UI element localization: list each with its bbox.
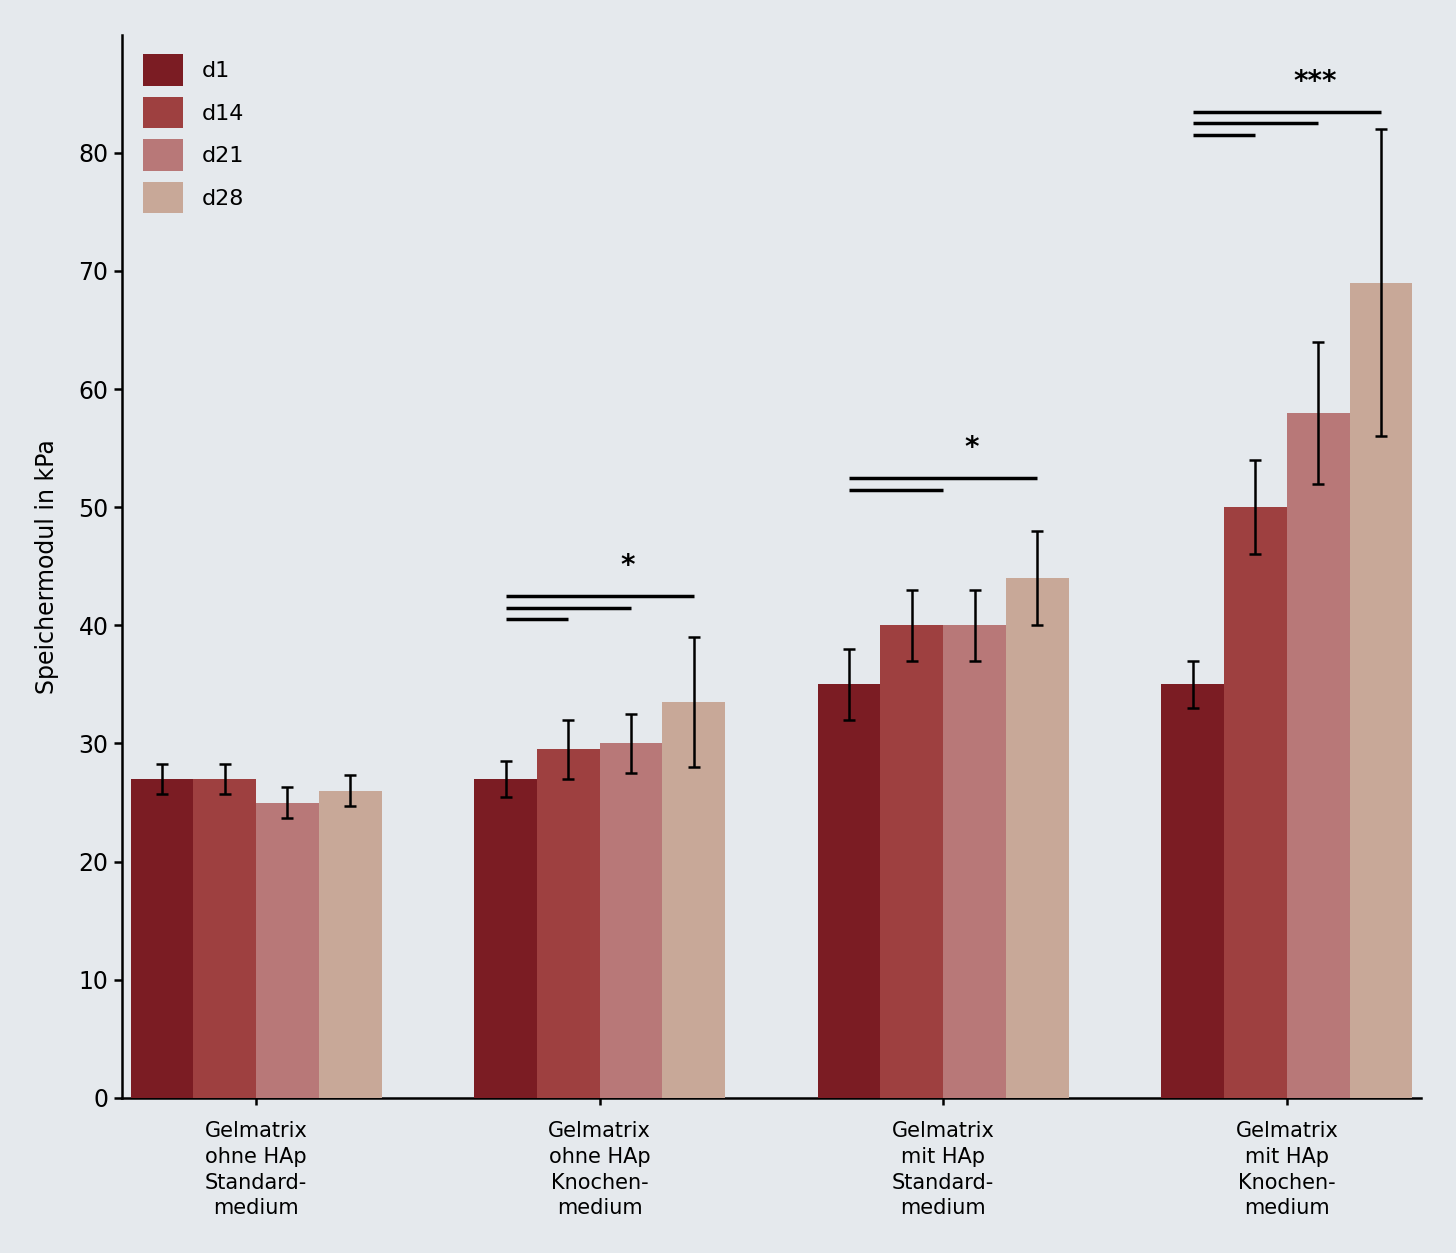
Bar — [256, 803, 319, 1098]
Text: ***: *** — [1293, 68, 1337, 96]
Text: *: * — [964, 435, 978, 462]
Bar — [1162, 684, 1224, 1098]
Bar — [537, 749, 600, 1098]
Bar — [131, 779, 194, 1098]
Bar — [881, 625, 943, 1098]
Text: *: * — [620, 553, 635, 580]
Bar — [1006, 578, 1069, 1098]
Bar — [319, 791, 381, 1098]
Bar — [1224, 507, 1287, 1098]
Bar — [475, 779, 537, 1098]
Bar — [662, 702, 725, 1098]
Bar — [600, 743, 662, 1098]
Bar — [1350, 283, 1412, 1098]
Bar — [818, 684, 881, 1098]
Bar — [1287, 412, 1350, 1098]
Legend: d1, d14, d21, d28: d1, d14, d21, d28 — [134, 45, 252, 222]
Y-axis label: Speichermodul in kPa: Speichermodul in kPa — [35, 439, 58, 694]
Bar — [943, 625, 1006, 1098]
Bar — [194, 779, 256, 1098]
